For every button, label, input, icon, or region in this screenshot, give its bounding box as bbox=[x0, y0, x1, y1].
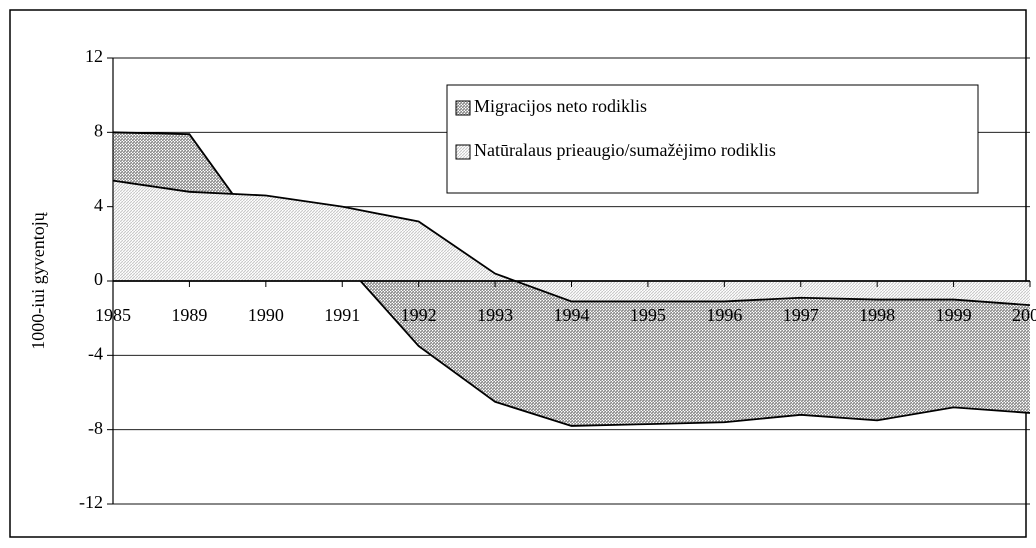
area bbox=[113, 180, 1030, 306]
legend-label: Migracijos neto rodiklis bbox=[474, 96, 647, 116]
y-axis-label: 1000-iui gyventojų bbox=[28, 211, 48, 349]
x-tick-label: 1985 bbox=[95, 305, 131, 325]
x-tick-label: 1995 bbox=[630, 305, 666, 325]
x-tick-label: 1993 bbox=[477, 305, 513, 325]
legend-swatch bbox=[455, 100, 471, 116]
legend: Migracijos neto rodiklis Natūralaus priea… bbox=[446, 84, 979, 194]
y-tick-label: 8 bbox=[94, 120, 103, 140]
area-line bbox=[112, 179, 1031, 307]
chart-border bbox=[9, 9, 1027, 538]
y-tick-label: 4 bbox=[94, 195, 103, 215]
legend-swatch bbox=[455, 144, 471, 160]
legend-box bbox=[446, 84, 979, 194]
x-tick-label: 1992 bbox=[401, 305, 437, 325]
y-tick-label: 0 bbox=[94, 269, 103, 289]
x-tick-label: 1997 bbox=[783, 305, 819, 325]
y-tick-label: -12 bbox=[79, 492, 103, 512]
x-tick-label: 1989 bbox=[171, 305, 207, 325]
x-tick-label: 1999 bbox=[936, 305, 972, 325]
x-tick-label: 1996 bbox=[706, 305, 742, 325]
x-tick-label: 1994 bbox=[554, 305, 590, 325]
y-tick-label: 12 bbox=[85, 46, 103, 66]
x-tick-label: 1991 bbox=[324, 305, 360, 325]
x-tick-label: 2000 bbox=[1012, 305, 1036, 325]
y-tick-label: -8 bbox=[88, 418, 103, 438]
area bbox=[113, 132, 1030, 426]
x-tick-label: 1998 bbox=[859, 305, 895, 325]
legend-label: Natūralaus prieaugio/sumažėjimo rodiklis bbox=[474, 140, 776, 160]
y-tick-label: -4 bbox=[88, 343, 103, 363]
x-tick-label: 1990 bbox=[248, 305, 284, 325]
